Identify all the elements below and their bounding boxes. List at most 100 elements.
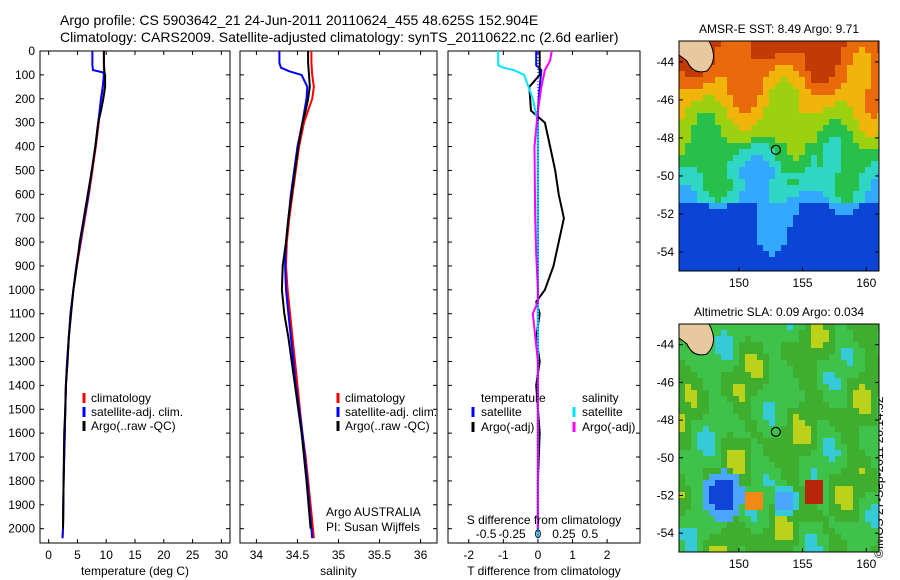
heatmap-cell [727, 372, 733, 378]
heatmap-cell [829, 390, 835, 396]
heatmap-cell [709, 462, 715, 468]
heatmap-cell [691, 498, 697, 504]
heatmap-cell [847, 354, 853, 360]
heatmap-cell [685, 227, 691, 233]
heatmap-cell [859, 209, 865, 215]
heatmap-cell [841, 468, 847, 474]
heatmap-cell [811, 83, 817, 89]
heatmap-cell [865, 101, 871, 107]
heatmap-cell [751, 179, 757, 185]
heatmap-cell [775, 107, 781, 113]
heatmap-cell [817, 185, 823, 191]
heatmap-cell [751, 396, 757, 402]
heatmap-cell [745, 348, 751, 354]
heatmap-cell [847, 348, 853, 354]
heatmap-cell [823, 125, 829, 131]
heatmap-cell [823, 101, 829, 107]
heatmap-cell [781, 83, 787, 89]
heatmap-cell [841, 486, 847, 492]
heatmap-cell [799, 77, 805, 83]
heatmap-cell [685, 456, 691, 462]
heatmap-cell [829, 336, 835, 342]
heatmap-cell [811, 47, 817, 53]
heatmap-cell [751, 480, 757, 486]
heatmap-cell [805, 47, 811, 53]
heatmap-cell [787, 522, 793, 528]
heatmap-cell [841, 432, 847, 438]
x-tick-label: 15 [128, 548, 142, 562]
heatmap-cell [745, 215, 751, 221]
heatmap-cell [865, 402, 871, 408]
heatmap-cell [691, 101, 697, 107]
heatmap-cell [703, 426, 709, 432]
heatmap-cell [859, 47, 865, 53]
heatmap-cell [787, 197, 793, 203]
heatmap-cell [835, 534, 841, 540]
heatmap-cell [817, 342, 823, 348]
heatmap-cell [727, 65, 733, 71]
heatmap-cell [787, 95, 793, 101]
heatmap-cell [733, 450, 739, 456]
heatmap-cell [763, 390, 769, 396]
heatmap-cell [853, 510, 859, 516]
heatmap-cell [685, 179, 691, 185]
heatmap-cell [841, 71, 847, 77]
heatmap-cell [763, 227, 769, 233]
y-tick-label: 700 [15, 211, 35, 225]
heatmap-cell [787, 263, 793, 269]
heatmap-cell [853, 450, 859, 456]
heatmap-cell [781, 366, 787, 372]
heatmap-cell [727, 516, 733, 522]
heatmap-cell [823, 498, 829, 504]
heatmap-cell [823, 486, 829, 492]
heatmap-cell [685, 504, 691, 510]
heatmap-cell [859, 251, 865, 257]
heatmap-cell [679, 354, 685, 360]
heatmap-cell [793, 354, 799, 360]
heatmap-cell [859, 336, 865, 342]
heatmap-cell [811, 522, 817, 528]
heatmap-cell [829, 203, 835, 209]
heatmap-cell [835, 89, 841, 95]
heatmap-cell [871, 251, 877, 257]
heatmap-cell [709, 360, 715, 366]
heatmap-cell [739, 95, 745, 101]
y-tick-label: 1100 [9, 307, 35, 321]
heatmap-cell [781, 179, 787, 185]
heatmap-cell [811, 444, 817, 450]
heatmap-cell [793, 233, 799, 239]
heatmap-cell [733, 131, 739, 137]
heatmap-cell [859, 432, 865, 438]
heatmap-cell [841, 95, 847, 101]
heatmap-cell [781, 137, 787, 143]
heatmap-cell [793, 83, 799, 89]
heatmap-cell [751, 468, 757, 474]
heatmap-cell [679, 402, 685, 408]
heatmap-cell [805, 77, 811, 83]
heatmap-cell [877, 414, 879, 420]
heatmap-cell [745, 41, 751, 47]
heatmap-cell [823, 65, 829, 71]
heatmap-cell [847, 77, 853, 83]
heatmap-cell [775, 41, 781, 47]
heatmap-cell [763, 546, 769, 552]
heatmap-cell [847, 95, 853, 101]
heatmap-cell [805, 161, 811, 167]
heatmap-cell [817, 378, 823, 384]
heatmap-cell [697, 366, 703, 372]
heatmap-cell [715, 354, 721, 360]
heatmap-cell [769, 492, 775, 498]
heatmap-cell [829, 113, 835, 119]
heatmap-cell [691, 384, 697, 390]
heatmap-cell [775, 408, 781, 414]
heatmap-cell [739, 396, 745, 402]
heatmap-cell [739, 245, 745, 251]
top-tick-label: 0.5 [581, 527, 598, 541]
heatmap-cell [865, 510, 871, 516]
heatmap-cell [865, 65, 871, 71]
heatmap-cell [817, 53, 823, 59]
heatmap-cell [697, 444, 703, 450]
heatmap-cell [775, 354, 781, 360]
heatmap-cell [799, 239, 805, 245]
